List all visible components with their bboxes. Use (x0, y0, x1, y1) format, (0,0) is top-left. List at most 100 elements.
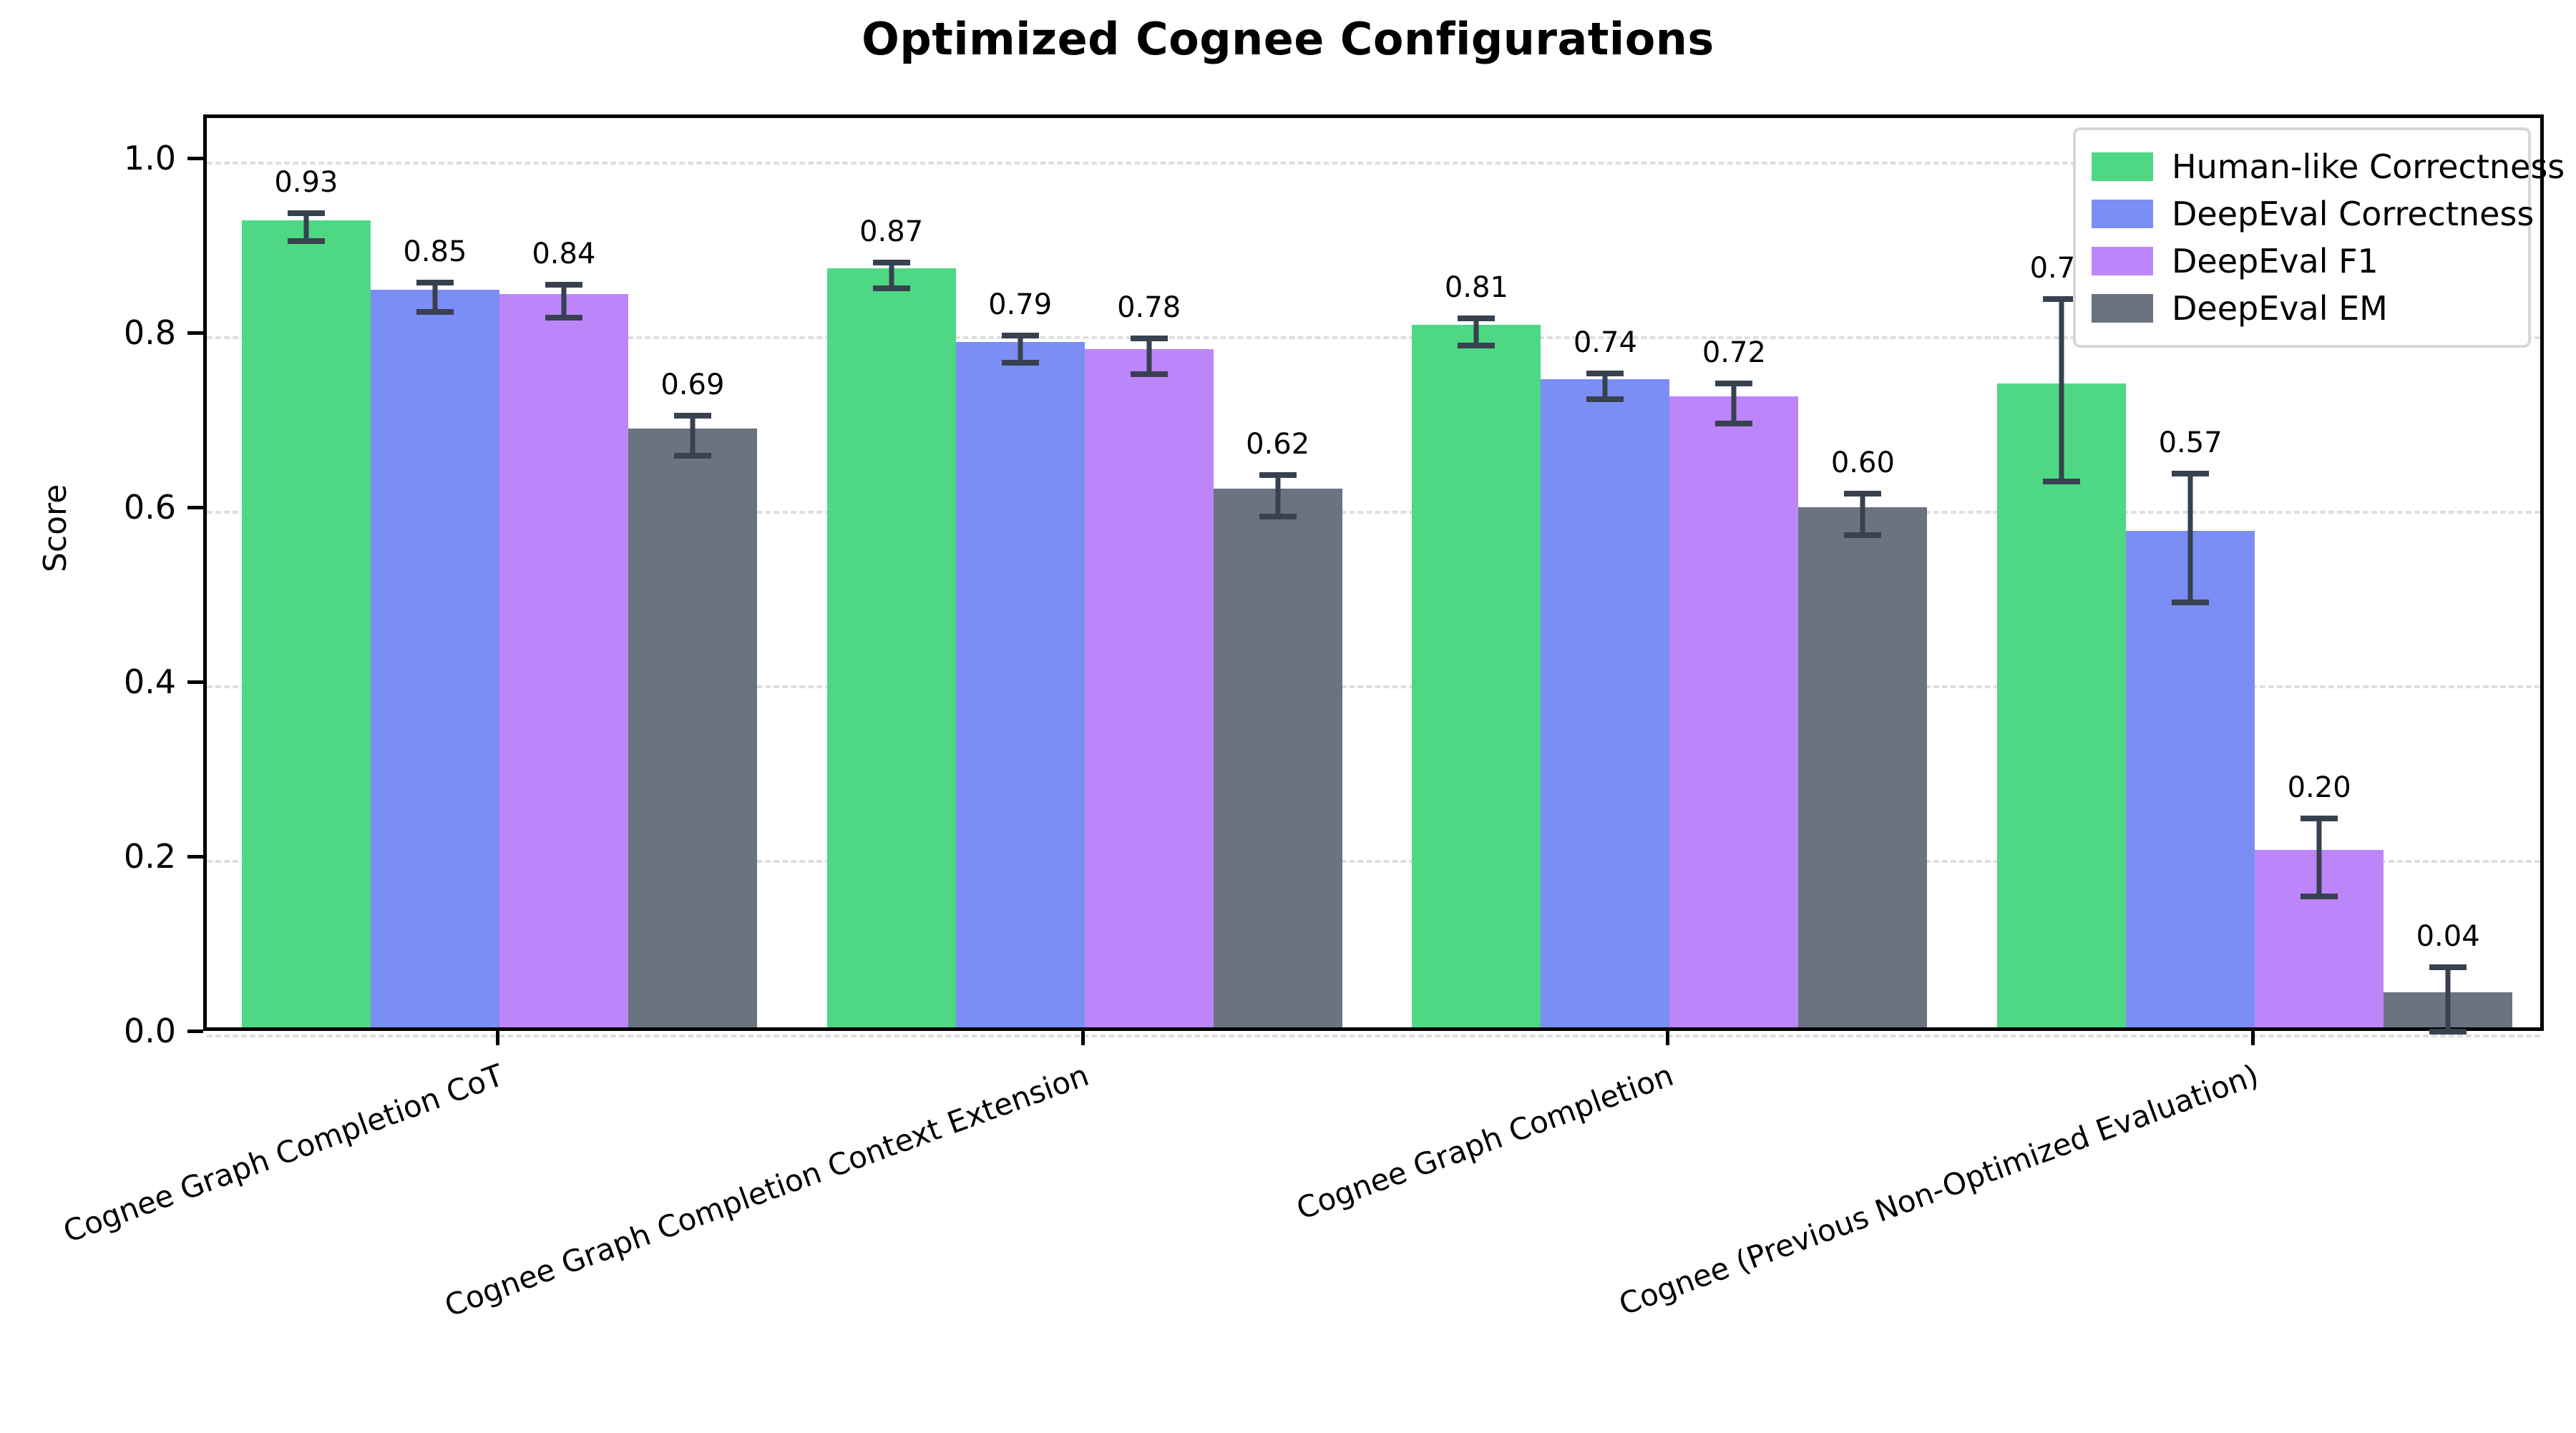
legend-item-label: DeepEval Correctness (2172, 195, 2534, 233)
bar-value-label: 0.78 (1117, 290, 1181, 324)
legend-swatch-icon (2092, 200, 2153, 228)
legend-item[interactable]: DeepEval Correctness (2092, 190, 2534, 238)
error-bar-cap-bottom (673, 452, 711, 459)
x-tick-mark (495, 1031, 499, 1045)
bar[interactable] (1084, 349, 1214, 1027)
error-bar (2316, 815, 2322, 899)
error-bar (690, 413, 696, 459)
error-bar-cap-bottom (1586, 396, 1624, 402)
y-tick-mark (187, 331, 203, 335)
error-bar-cap-top (673, 413, 711, 419)
error-bar (1473, 315, 1479, 349)
x-tick-label: Cognee Graph Completion Context Extensio… (439, 1057, 1093, 1324)
legend-item-label: DeepEval EM (2172, 289, 2388, 328)
error-bar-cap-top (2301, 815, 2338, 821)
bar[interactable] (370, 290, 499, 1027)
error-bar-cap-top (1458, 315, 1496, 321)
error-bar-cap-top (1259, 472, 1297, 479)
error-bar (1731, 381, 1737, 426)
bar[interactable] (1798, 507, 1928, 1027)
error-bar-cap-bottom (2301, 893, 2338, 899)
error-bar-cap-bottom (2172, 599, 2210, 605)
legend-swatch-icon (2092, 152, 2153, 181)
error-bar-cap-bottom (416, 308, 454, 315)
error-bar-cap-bottom (287, 238, 325, 244)
error-bar (1018, 333, 1023, 366)
error-bar (2445, 964, 2451, 1035)
bar[interactable] (826, 268, 956, 1027)
legend-item-label: DeepEval F1 (2172, 242, 2379, 280)
bar-value-label: 0.62 (1246, 428, 1310, 461)
y-tick-label: 0.6 (123, 488, 176, 527)
bar-value-label: 0.04 (2416, 920, 2480, 954)
legend-item[interactable]: Human-like Correctness (2092, 143, 2565, 190)
y-tick-mark (187, 157, 203, 160)
bar-value-label: 0.60 (1830, 446, 1895, 479)
error-bar (1146, 335, 1152, 378)
chart-figure: Optimized Cognee Configurations 0.0 0.2 0.… (37, 13, 2565, 1324)
error-bar-cap-top (287, 210, 325, 217)
error-bar-cap-top (872, 259, 910, 265)
bar-value-label: 0.93 (274, 166, 338, 200)
bar-value-label: 0.84 (532, 238, 596, 271)
bar-value-label: 0.20 (2287, 771, 2351, 804)
error-bar-cap-top (1715, 381, 1753, 387)
bar[interactable] (955, 342, 1085, 1027)
bar[interactable] (1997, 383, 2127, 1027)
x-tick-label: Cognee Graph Completion (1292, 1057, 1679, 1227)
bar-value-label: 0.57 (2158, 426, 2223, 459)
legend-swatch-icon (2092, 247, 2153, 275)
error-bar-cap-bottom (1130, 371, 1168, 378)
chart-title: Optimized Cognee Configurations (862, 13, 1714, 65)
error-bar-cap-bottom (1259, 514, 1297, 520)
bar[interactable] (241, 220, 371, 1027)
error-bar-cap-bottom (2429, 1029, 2467, 1035)
legend-item-label: Human-like Correctness (2172, 147, 2565, 186)
error-bar-cap-bottom (1715, 420, 1753, 426)
y-axis-label: Score (37, 484, 74, 572)
error-bar-cap-bottom (2043, 479, 2081, 485)
legend-item[interactable]: DeepEval EM (2092, 285, 2512, 332)
bar-value-label: 0.87 (859, 215, 924, 248)
error-bar (1602, 370, 1608, 402)
bar[interactable] (1669, 396, 1799, 1027)
error-bar-cap-top (1001, 333, 1039, 339)
error-bar (2187, 470, 2193, 605)
error-bar-cap-top (1586, 370, 1624, 376)
x-tick-label: Cognee (Previous Non-Optimized Evaluatio… (1614, 1057, 2263, 1322)
bar-value-label: 0.69 (660, 368, 725, 402)
error-bar-cap-top (545, 282, 582, 288)
error-bar-cap-top (416, 279, 454, 285)
error-bar (1860, 490, 1865, 538)
bar-value-label: 0.79 (988, 288, 1053, 322)
chart-legend: Human-like Correctness DeepEval Correctne… (2073, 127, 2565, 348)
legend-item[interactable]: DeepEval F1 (2092, 238, 2512, 285)
error-bar-cap-bottom (872, 285, 910, 291)
y-tick-label: 0.4 (123, 662, 176, 701)
error-bar-cap-top (2043, 295, 2081, 302)
y-tick-mark (187, 855, 203, 859)
error-bar-cap-top (1844, 490, 1882, 497)
y-tick-label: 0.2 (123, 837, 176, 876)
bar-value-label: 0.72 (1702, 336, 1766, 370)
y-tick-mark (187, 506, 203, 509)
bar[interactable] (1213, 489, 1342, 1027)
bar[interactable] (628, 429, 757, 1027)
x-tick-mark (1080, 1031, 1085, 1045)
bar[interactable] (1541, 378, 1670, 1027)
error-bar (303, 210, 309, 244)
error-bar (1275, 472, 1281, 520)
x-tick-mark (2251, 1031, 2255, 1045)
error-bar (432, 279, 438, 315)
bar[interactable] (1412, 324, 1541, 1027)
error-bar-cap-bottom (545, 315, 582, 321)
y-tick-label: 0.0 (123, 1012, 176, 1050)
bar-value-label: 0.85 (403, 235, 467, 268)
legend-swatch-icon (2092, 294, 2153, 323)
bar[interactable] (499, 294, 628, 1027)
error-bar-cap-bottom (1844, 532, 1882, 538)
error-bar (889, 259, 894, 291)
y-tick-mark (187, 680, 203, 684)
error-bar-cap-top (1130, 335, 1168, 341)
bar[interactable] (2126, 530, 2255, 1027)
